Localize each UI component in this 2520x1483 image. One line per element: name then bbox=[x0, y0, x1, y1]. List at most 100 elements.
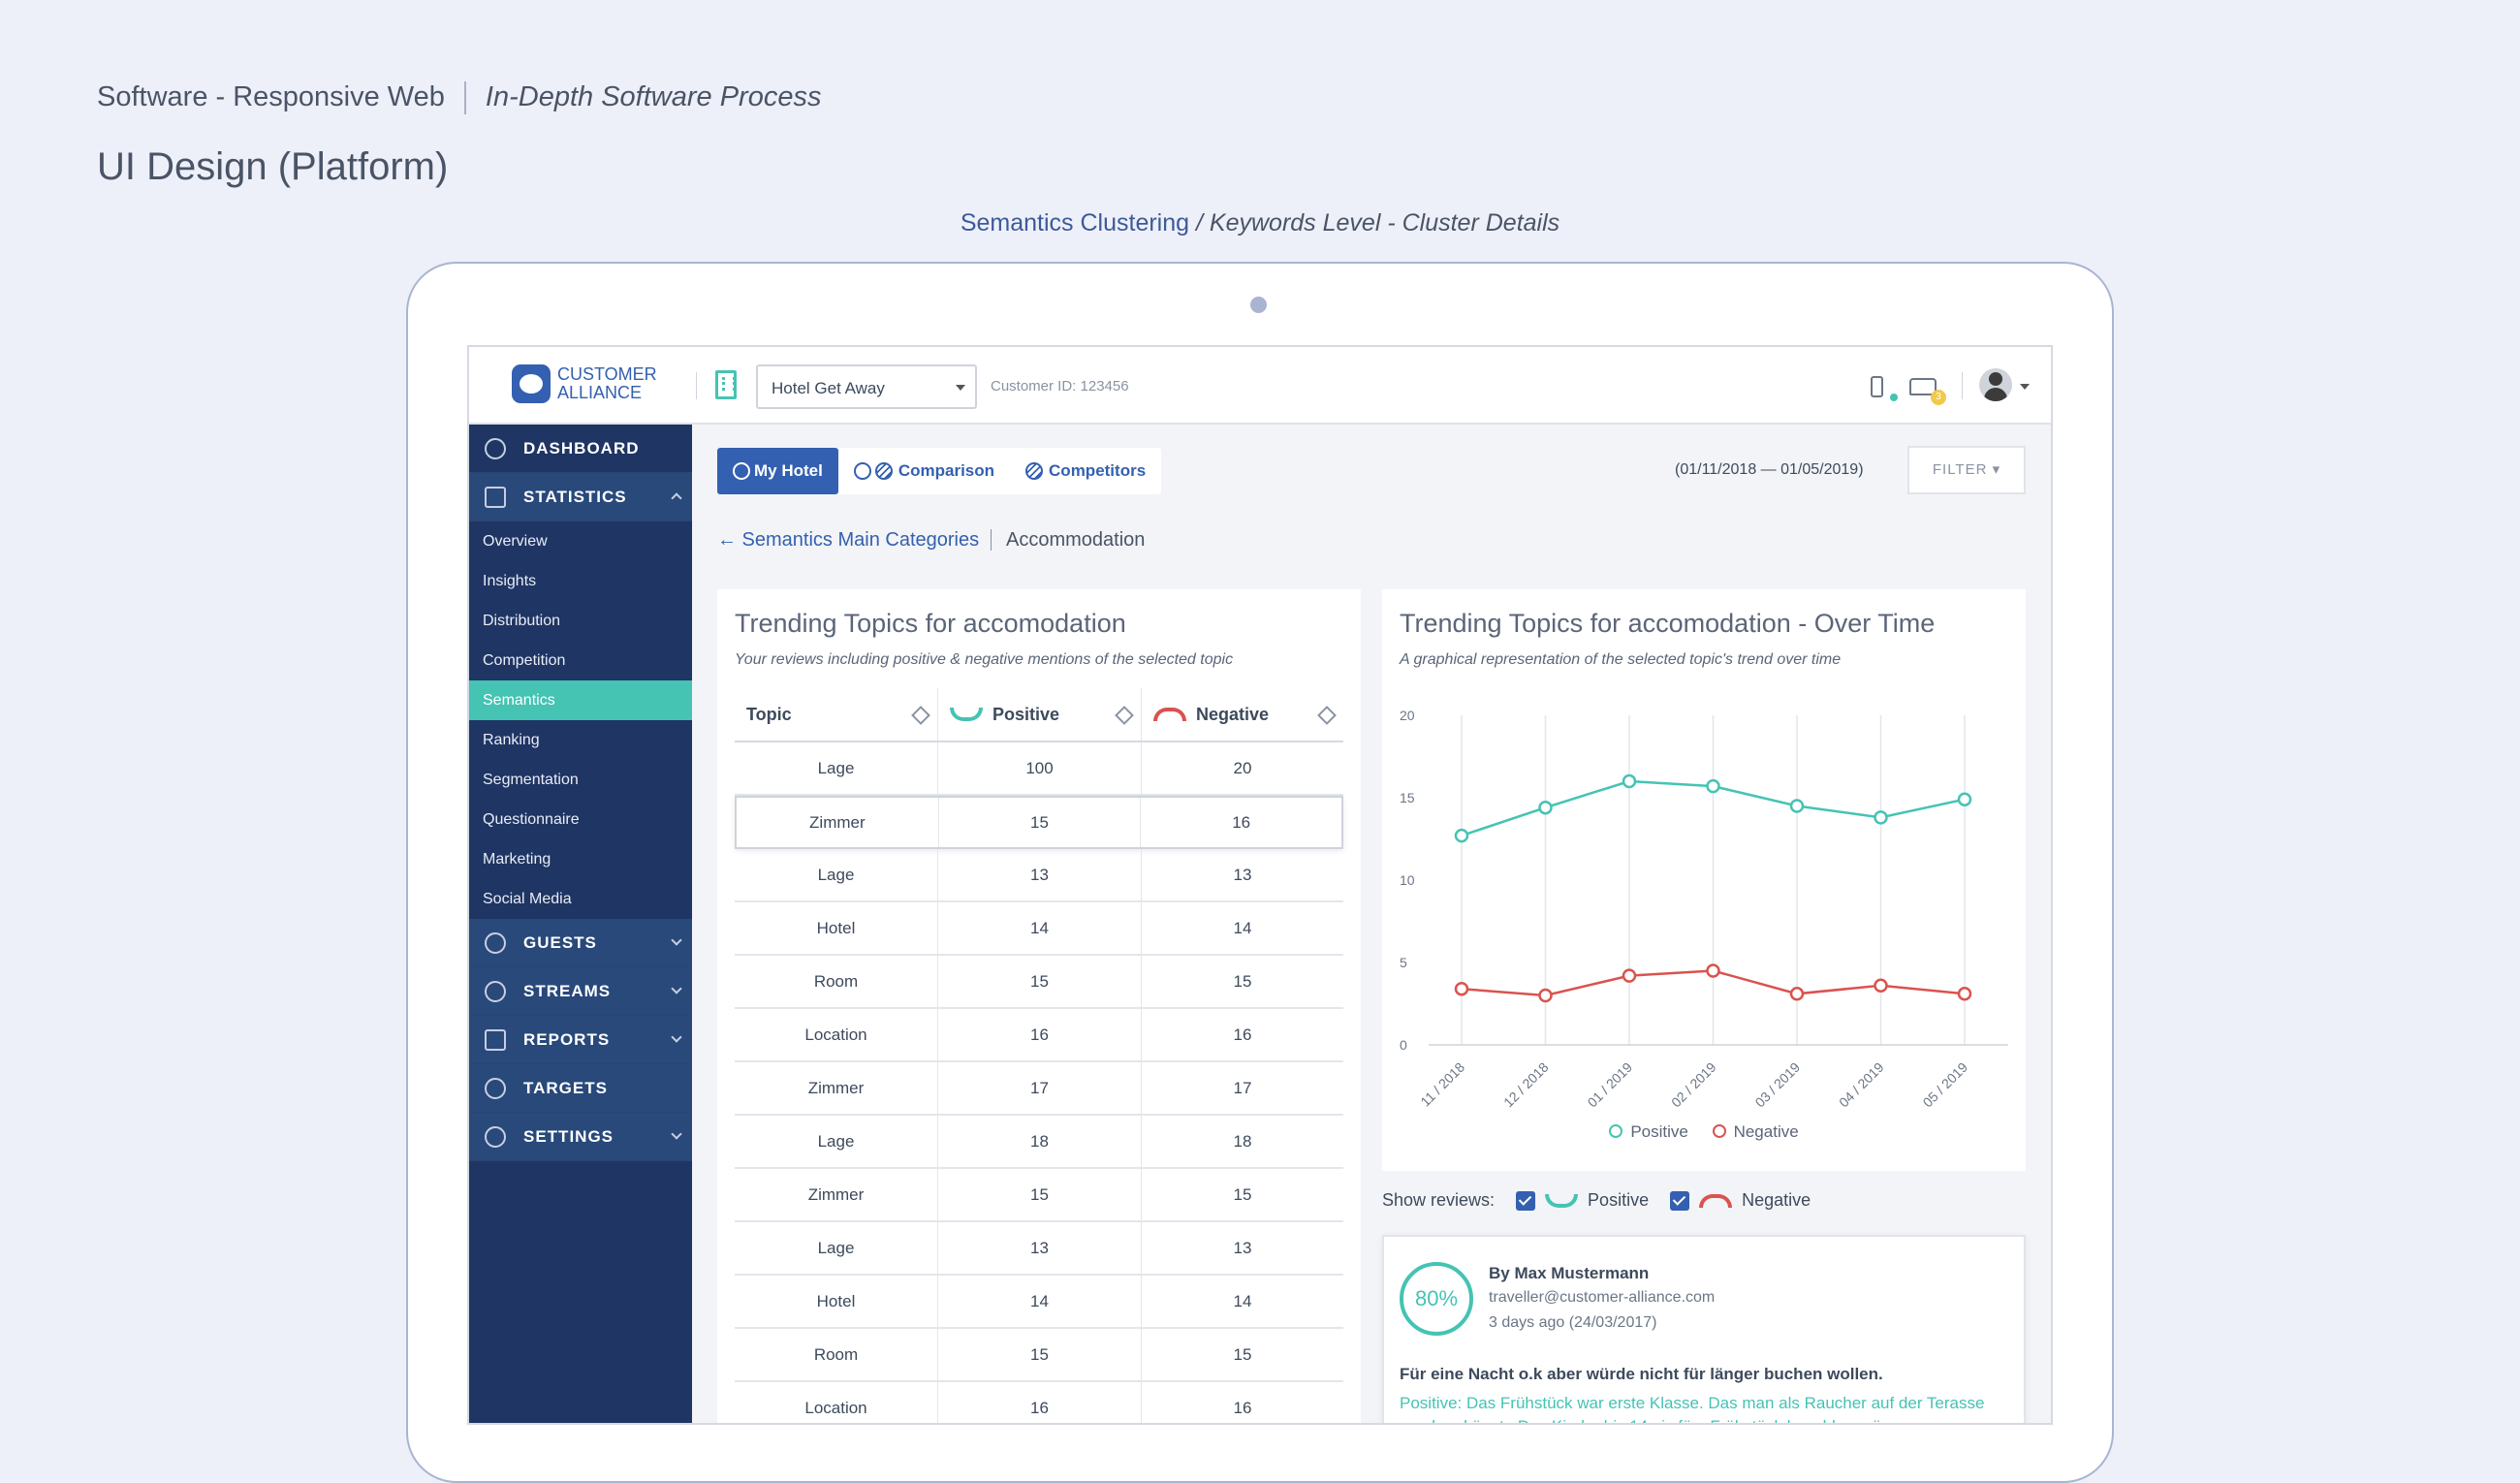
sort-icon[interactable] bbox=[911, 706, 930, 725]
table-row[interactable]: Lage 18 18 bbox=[735, 1116, 1343, 1169]
table-row[interactable]: Location 16 16 bbox=[735, 1382, 1343, 1423]
table-row[interactable]: Zimmer 15 15 bbox=[735, 1169, 1343, 1222]
sidebar-item-marketing[interactable]: Marketing bbox=[483, 851, 551, 868]
negative-cell: 16 bbox=[1233, 1025, 1252, 1044]
topbar-divider bbox=[696, 372, 697, 399]
sidebar-item-questionnaire[interactable]: Questionnaire bbox=[483, 811, 580, 828]
back-link[interactable]: ← Semantics Main Categories bbox=[717, 529, 980, 551]
table-row[interactable]: Hotel 14 14 bbox=[735, 1276, 1343, 1329]
compass-icon bbox=[485, 438, 506, 459]
review-email: traveller@customer-alliance.com bbox=[1489, 1289, 1716, 1306]
filter-button[interactable]: FILTER ▾ bbox=[1907, 446, 2026, 494]
negative-label: Negative bbox=[1742, 1190, 1811, 1210]
negative-cell: 18 bbox=[1233, 1131, 1252, 1151]
legend-label: Negative bbox=[1733, 1122, 1799, 1141]
nav-settings[interactable]: SETTINGS bbox=[469, 1113, 692, 1161]
design-breadcrumb: Semantics Clustering / Keywords Level - … bbox=[0, 209, 2520, 237]
show-reviews-label: Show reviews: bbox=[1382, 1190, 1496, 1210]
score-badge: 80% bbox=[1400, 1262, 1473, 1336]
topic-cell: Location bbox=[735, 1382, 938, 1423]
sidebar-item-segmentation[interactable]: Segmentation bbox=[483, 772, 579, 788]
positive-checkbox[interactable] bbox=[1516, 1190, 1536, 1211]
sort-icon[interactable] bbox=[1115, 706, 1134, 725]
sidebar-item-overview[interactable]: Overview bbox=[483, 533, 548, 550]
column-positive[interactable]: Positive bbox=[938, 688, 1142, 741]
view-tabs: My Hotel Comparison Competitors bbox=[717, 448, 1162, 494]
nav-guests[interactable]: GUESTS bbox=[469, 919, 692, 967]
x-tick-label: 04 / 2019 bbox=[1836, 1059, 1887, 1111]
sidebar-item-semantics[interactable]: Semantics bbox=[469, 680, 692, 720]
negative-cell: 16 bbox=[1232, 812, 1251, 832]
negative-checkbox[interactable] bbox=[1670, 1190, 1690, 1211]
panel-subtitle: Your reviews including positive & negati… bbox=[735, 651, 1234, 668]
sidebar-item-insights[interactable]: Insights bbox=[483, 573, 537, 589]
y-tick-label: 10 bbox=[1400, 872, 1415, 888]
table-row[interactable]: Zimmer 15 16 bbox=[735, 796, 1343, 849]
subsection-label: In-Depth Software Process bbox=[485, 81, 822, 112]
legend-positive[interactable]: Positive bbox=[1609, 1122, 1688, 1141]
statistics-submenu: Overview Insights Distribution Competiti… bbox=[469, 521, 692, 919]
chat-icon bbox=[485, 981, 506, 1002]
data-point bbox=[1957, 987, 1972, 1001]
positive-cell: 17 bbox=[938, 1062, 1142, 1114]
crumb-detail: Keywords Level - Cluster Details bbox=[1209, 209, 1560, 237]
chevron-down-icon[interactable] bbox=[2020, 384, 2030, 390]
chevron-down-icon bbox=[956, 385, 965, 391]
mobile-status-dot bbox=[1890, 394, 1898, 401]
topic-cell: Room bbox=[735, 956, 938, 1007]
frown-icon bbox=[1153, 708, 1186, 721]
table-row[interactable]: Zimmer 17 17 bbox=[735, 1062, 1343, 1116]
data-point bbox=[1874, 978, 1888, 994]
tab-comparison[interactable]: Comparison bbox=[838, 448, 1010, 494]
inbox-icon[interactable] bbox=[1909, 378, 1937, 395]
chevron-down-icon bbox=[671, 983, 682, 994]
x-tick-label: 12 / 2018 bbox=[1500, 1059, 1552, 1111]
nav-statistics[interactable]: STATISTICS bbox=[469, 473, 692, 521]
device-camera bbox=[1250, 297, 1267, 313]
hotel-select[interactable]: Hotel Get Away bbox=[756, 364, 977, 409]
positive-cell: 16 bbox=[938, 1009, 1142, 1060]
brand-logo[interactable]: CUSTOMER ALLIANCE bbox=[512, 364, 657, 403]
topics-panel: Trending Topics for accomodation Your re… bbox=[717, 589, 1361, 1423]
nav-targets[interactable]: TARGETS bbox=[469, 1064, 692, 1113]
topic-cell: Lage bbox=[735, 849, 938, 900]
review-card[interactable]: 80% By Max Mustermann traveller@customer… bbox=[1382, 1235, 2026, 1423]
positive-label: Positive bbox=[1588, 1190, 1650, 1210]
main-content: My Hotel Comparison Competitors (01/11/2… bbox=[692, 425, 2051, 1423]
nav-label: TARGETS bbox=[523, 1078, 608, 1097]
column-negative[interactable]: Negative bbox=[1142, 688, 1343, 741]
column-topic[interactable]: Topic bbox=[735, 688, 938, 741]
table-row[interactable]: Room 15 15 bbox=[735, 1329, 1343, 1382]
nav-dashboard[interactable]: DASHBOARD bbox=[469, 425, 692, 473]
sidebar-item-ranking[interactable]: Ranking bbox=[483, 732, 540, 748]
mobile-icon[interactable] bbox=[1871, 376, 1883, 397]
column-label: Positive bbox=[992, 704, 1060, 724]
user-avatar[interactable] bbox=[1979, 368, 2012, 401]
positive-cell: 13 bbox=[938, 1222, 1142, 1274]
table-row[interactable]: Lage 100 20 bbox=[735, 742, 1343, 796]
legend-negative[interactable]: Negative bbox=[1712, 1122, 1799, 1141]
y-tick-label: 5 bbox=[1400, 955, 1407, 970]
tab-my-hotel[interactable]: My Hotel bbox=[717, 448, 838, 494]
table-row[interactable]: Lage 13 13 bbox=[735, 1222, 1343, 1276]
chart-legend: Positive Negative bbox=[1382, 1122, 2026, 1142]
table-row[interactable]: Lage 13 13 bbox=[735, 849, 1343, 902]
sort-icon[interactable] bbox=[1317, 706, 1337, 725]
table-row[interactable]: Location 16 16 bbox=[735, 1009, 1343, 1062]
sidebar-item-distribution[interactable]: Distribution bbox=[483, 613, 561, 629]
nav-streams[interactable]: STREAMS bbox=[469, 967, 692, 1016]
tab-competitors[interactable]: Competitors bbox=[1010, 448, 1161, 494]
table-row[interactable]: Hotel 14 14 bbox=[735, 902, 1343, 956]
sidebar-item-competition[interactable]: Competition bbox=[483, 652, 566, 669]
table-row[interactable]: Room 15 15 bbox=[735, 956, 1343, 1009]
nav-label: GUESTS bbox=[523, 932, 597, 952]
nav-label: DASHBOARD bbox=[523, 438, 640, 458]
tab-label: My Hotel bbox=[754, 461, 823, 480]
data-point bbox=[1622, 968, 1637, 983]
nav-reports[interactable]: REPORTS bbox=[469, 1016, 692, 1064]
negative-cell: 15 bbox=[1233, 1344, 1252, 1364]
topic-cell: Lage bbox=[735, 1116, 938, 1167]
topbar-divider bbox=[1962, 372, 1963, 399]
sidebar-item-social-media[interactable]: Social Media bbox=[483, 891, 572, 907]
legend-label: Positive bbox=[1630, 1122, 1688, 1141]
